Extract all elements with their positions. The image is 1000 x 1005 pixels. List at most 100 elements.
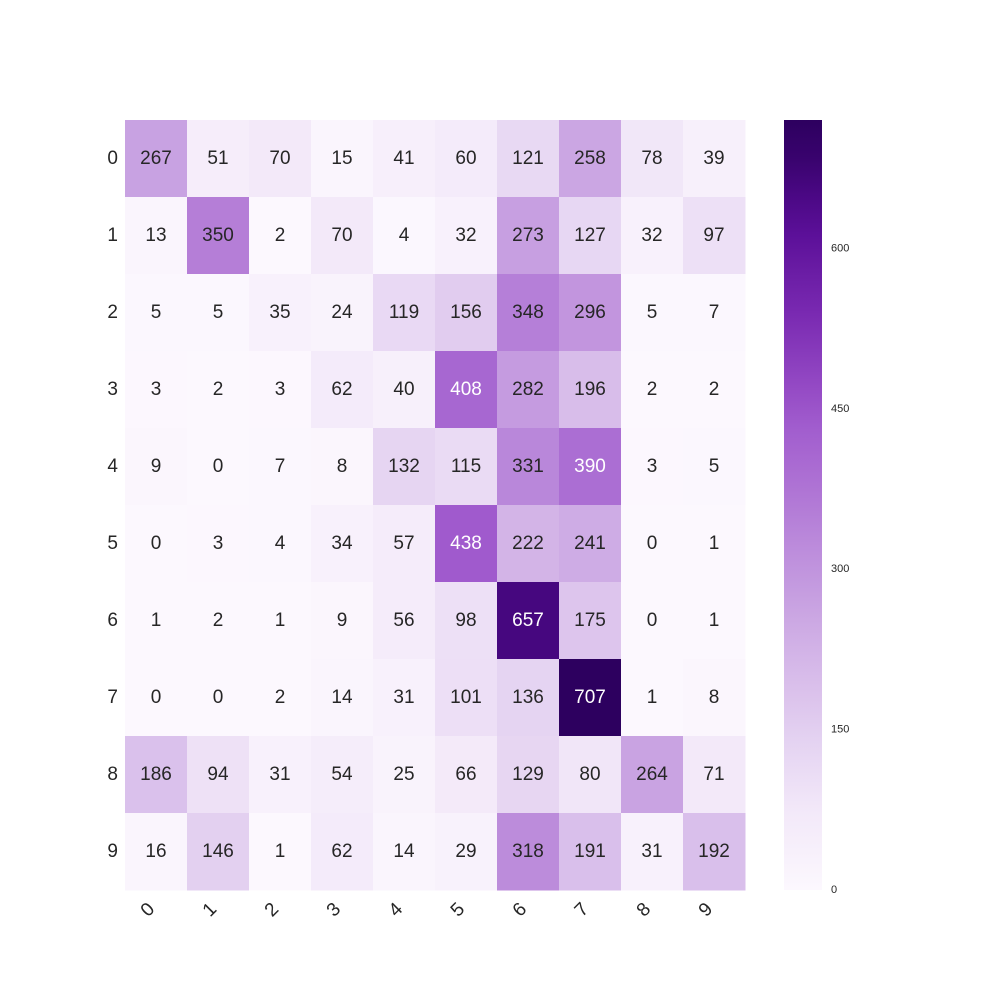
cell-value-label: 40 [393,379,414,400]
y-tick-label: 8 [107,764,118,785]
x-tick-label: 9 [695,899,717,921]
cell-value-label: 267 [140,148,172,169]
heatmap-cell-r7-c4 [373,659,436,737]
cell-value-label: 14 [331,687,353,708]
heatmap-cell-r5-c6 [497,505,560,583]
cell-value-label: 129 [512,764,544,785]
cell-value-label: 222 [512,533,544,554]
cell-value-label: 9 [337,610,348,631]
cell-value-label: 7 [709,302,720,323]
cell-value-label: 146 [202,841,234,862]
cell-value-label: 1 [275,841,286,862]
cell-value-label: 0 [213,456,224,477]
heatmap-cell-r3-c2 [249,351,312,429]
heatmap-cell-r7-c0 [125,659,188,737]
cell-value-label: 2 [213,379,224,400]
heatmap-cell-r0-c0 [125,120,188,198]
cell-value-label: 136 [512,687,544,708]
x-tick-label: 7 [571,899,593,921]
cell-value-label: 5 [647,302,658,323]
heatmap-cell-r4-c2 [249,428,312,506]
cell-value-label: 2 [275,225,286,246]
cell-value-label: 32 [641,225,662,246]
heatmap-cell-r1-c2 [249,197,312,275]
colorbar-gradient [784,120,822,890]
heatmap-cell-r1-c8 [621,197,684,275]
cell-value-label: 66 [455,764,476,785]
heatmap-cell-r2-c3 [311,274,374,352]
heatmap-cell-r6-c7 [559,582,622,660]
cell-value-label: 156 [450,302,482,323]
heatmap-cell-r4-c4 [373,428,436,506]
heatmap-cell-r5-c5 [435,505,498,583]
heatmap-cell-r2-c2 [249,274,312,352]
heatmap-cell-r8-c8 [621,736,684,814]
heatmap-cell-r3-c4 [373,351,436,429]
cell-value-label: 5 [709,456,720,477]
y-tick-label: 0 [107,148,118,169]
heatmap-cell-r8-c6 [497,736,560,814]
cell-value-label: 62 [331,841,352,862]
heatmap-cell-r8-c1 [187,736,250,814]
cell-value-label: 101 [450,687,482,708]
heatmap-cell-r1-c7 [559,197,622,275]
cell-value-label: 3 [213,533,224,554]
cell-value-label: 16 [145,841,166,862]
cell-value-label: 25 [393,764,414,785]
heatmap-cell-r4-c1 [187,428,250,506]
cell-value-label: 2 [213,610,224,631]
cell-value-label: 196 [574,379,606,400]
x-tick-label: 3 [323,899,345,921]
cell-value-label: 273 [512,225,544,246]
heatmap-cell-r6-c6 [497,582,560,660]
y-tick-label: 1 [107,225,118,246]
cell-value-label: 264 [636,764,668,785]
heatmap-cell-r7-c6 [497,659,560,737]
heatmap-cell-r3-c5 [435,351,498,429]
heatmap-cell-r2-c9 [683,274,746,352]
cell-value-label: 39 [703,148,724,169]
heatmap-cell-r4-c0 [125,428,188,506]
cell-value-label: 0 [647,610,658,631]
heatmap-cell-r1-c4 [373,197,436,275]
heatmap-cell-r2-c7 [559,274,622,352]
cell-value-label: 4 [399,225,410,246]
cell-value-label: 4 [275,533,286,554]
cell-value-label: 70 [331,225,352,246]
heatmap-cell-r1-c5 [435,197,498,275]
cell-value-label: 175 [574,610,606,631]
heatmap-cell-r3-c6 [497,351,560,429]
heatmap-cell-r8-c5 [435,736,498,814]
heatmap-cell-r1-c6 [497,197,560,275]
cell-value-label: 241 [574,533,606,554]
heatmap-cell-r9-c1 [187,813,250,891]
heatmap-cell-r6-c2 [249,582,312,660]
x-tick-label: 6 [509,899,531,921]
heatmap-cell-r8-c3 [311,736,374,814]
heatmap-cell-r6-c0 [125,582,188,660]
heatmap-cell-r0-c9 [683,120,746,198]
cell-value-label: 1 [151,610,162,631]
cell-value-label: 15 [331,148,352,169]
x-tick-label: 2 [261,899,283,921]
colorbar-tick-label: 600 [831,242,849,254]
heatmap-cell-r8-c9 [683,736,746,814]
x-axis-tick-labels: 0 1 2 3 4 5 6 7 8 9 [137,899,717,922]
cell-value-label: 94 [207,764,229,785]
cell-value-label: 390 [574,456,606,477]
y-tick-label: 7 [107,687,118,708]
y-tick-label: 6 [107,610,118,631]
cell-value-label: 51 [207,148,228,169]
heatmap-cell-r9-c7 [559,813,622,891]
cell-value-label: 115 [451,456,481,477]
heatmap-cell-r0-c2 [249,120,312,198]
heatmap-cell-r3-c1 [187,351,250,429]
heatmap-cell-r7-c3 [311,659,374,737]
heatmap-cell-r5-c9 [683,505,746,583]
heatmap-cell-r9-c8 [621,813,684,891]
cell-value-label: 24 [331,302,353,323]
heatmap-cell-r7-c7 [559,659,622,737]
cell-value-label: 8 [709,687,720,708]
